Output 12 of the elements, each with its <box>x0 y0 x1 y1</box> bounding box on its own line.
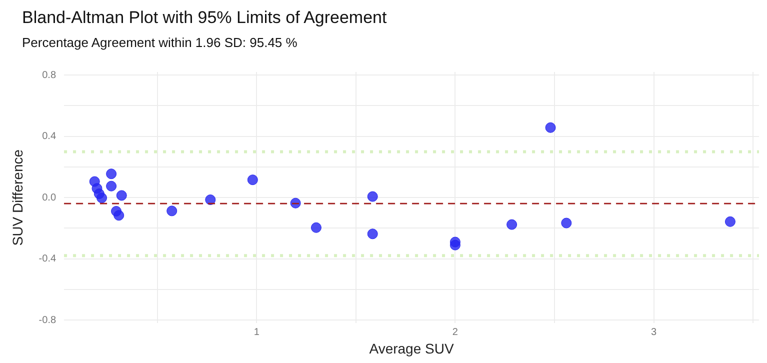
x-tick-label: 3 <box>650 326 657 338</box>
y-tick-label: 0.4 <box>42 131 56 142</box>
x-axis-title: Average SUV <box>369 340 454 356</box>
y-axis-title: SUV Difference <box>9 149 26 246</box>
y-tick-label: -0.8 <box>38 314 56 326</box>
y-tick-label: -0.4 <box>38 254 56 265</box>
x-tick-label: 2 <box>452 326 458 338</box>
chart-subtitle: Percentage Agreement within 1.96 SD: 95.45 % <box>22 35 298 50</box>
y-tick-label: 0.0 <box>42 192 56 204</box>
x-tick-label: 1 <box>254 326 260 338</box>
chart-title: Bland-Altman Plot with 95% Limits of Agreement <box>22 8 387 28</box>
y-tick-label: 0.8 <box>42 70 56 81</box>
